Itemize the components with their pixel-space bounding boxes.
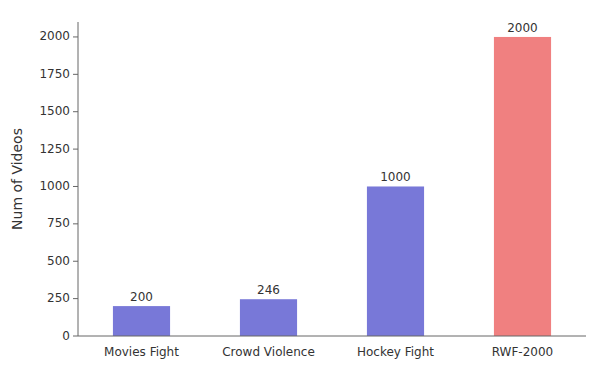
y-tick-label: 1000 — [39, 179, 70, 193]
y-tick — [73, 223, 78, 224]
bar — [494, 37, 551, 336]
y-tick-label: 250 — [47, 291, 70, 305]
y-tick — [73, 186, 78, 187]
bar — [113, 306, 170, 336]
y-tick — [73, 261, 78, 262]
y-tick-label: 0 — [62, 329, 70, 343]
data-label: 246 — [257, 283, 280, 297]
y-axis-line — [78, 22, 79, 336]
data-label: 1000 — [380, 170, 411, 184]
y-tick — [73, 111, 78, 112]
y-tick — [73, 298, 78, 299]
y-tick — [73, 336, 78, 337]
y-tick-label: 1250 — [39, 142, 70, 156]
y-tick-label: 500 — [47, 254, 70, 268]
y-axis: 0 250 500 750 1000 1250 1500 1750 2000 — [39, 22, 78, 343]
chart-container: 200 246 1000 2000 0 250 500 750 1000 1250 1500 1750… — [0, 0, 602, 376]
bar — [240, 299, 297, 336]
x-axis-line — [78, 336, 586, 337]
data-labels: 200 246 1000 2000 — [130, 21, 538, 304]
y-tick-label: 1750 — [39, 67, 70, 81]
x-tick-label: RWF-2000 — [492, 345, 554, 359]
y-tick — [73, 149, 78, 150]
x-tick-label: Movies Fight — [104, 345, 179, 359]
y-tick-label: 750 — [47, 216, 70, 230]
data-label: 2000 — [507, 21, 538, 35]
y-axis-label: Num of Videos — [9, 128, 25, 230]
y-tick-label: 1500 — [39, 104, 70, 118]
chart-svg: 200 246 1000 2000 0 250 500 750 1000 1250 1500 1750… — [0, 0, 602, 376]
bar — [367, 186, 424, 336]
y-tick — [73, 36, 78, 37]
x-axis: Movies Fight Crowd Violence Hockey Fight RW… — [78, 336, 586, 359]
bars — [113, 37, 551, 336]
x-tick-label: Hockey Fight — [357, 345, 434, 359]
y-tick — [73, 74, 78, 75]
data-label: 200 — [130, 290, 153, 304]
y-tick-label: 2000 — [39, 29, 70, 43]
x-tick-label: Crowd Violence — [222, 345, 315, 359]
